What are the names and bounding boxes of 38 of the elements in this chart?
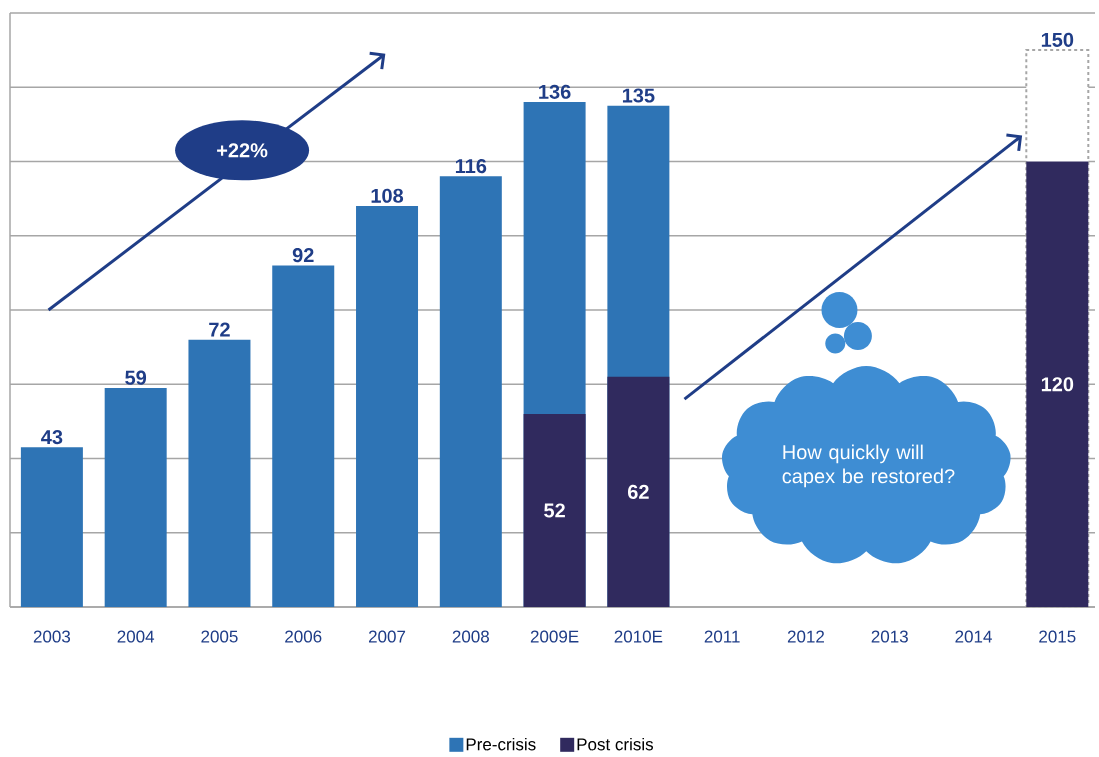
x-tick-label: 2004: [117, 630, 155, 643]
x-tick-label: 2003: [33, 630, 71, 643]
x-tick-label: 2005: [201, 630, 238, 643]
bar: [439, 176, 502, 607]
legend-label: Pre-crisis: [466, 737, 536, 751]
data-label: 135: [622, 88, 655, 103]
bar: [1026, 161, 1089, 607]
x-tick-label: 2008: [452, 630, 489, 643]
bar: [104, 387, 167, 607]
data-label: 62: [628, 484, 649, 499]
data-label: 116: [455, 158, 487, 174]
x-tick-label: 2014: [955, 630, 992, 643]
data-label: 59: [125, 370, 147, 385]
x-tick-label: 2011: [704, 630, 740, 643]
legend-label: Post crisis: [577, 737, 654, 751]
bar: [188, 339, 251, 607]
annotation: How quickly will capex be restored?: [782, 444, 955, 488]
data-label: 150: [1041, 32, 1074, 47]
bar: [20, 447, 83, 607]
data-label: 92: [292, 248, 314, 263]
data-label: 52: [544, 503, 565, 518]
x-tick-label: 2006: [285, 630, 322, 643]
x-tick-label: 2009E: [530, 630, 579, 643]
data-label: 120: [1041, 377, 1074, 392]
x-tick-label: 2012: [787, 630, 824, 643]
data-label: 72: [209, 322, 230, 337]
data-label: 136: [539, 84, 571, 99]
x-tick-label: 2010E: [614, 630, 663, 643]
annotation: +22%: [217, 143, 268, 158]
data-label: 43: [41, 429, 63, 445]
bar: [356, 206, 419, 607]
x-tick-label: 2015: [1039, 630, 1076, 643]
x-tick-label: 2007: [368, 630, 406, 643]
data-label: 108: [371, 188, 404, 203]
bar: [523, 413, 586, 607]
x-tick-label: 2013: [871, 630, 908, 643]
bar: [607, 376, 670, 607]
bar: [272, 265, 335, 607]
